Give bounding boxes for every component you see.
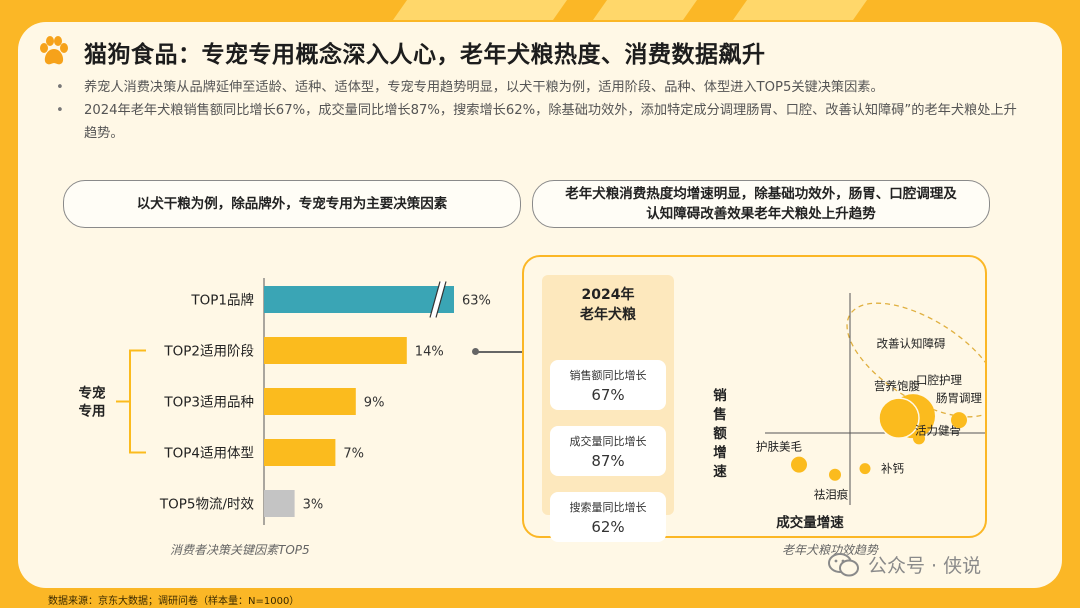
bar-chart-caption: 消费者决策关键因素TOP5 [170, 543, 310, 557]
bar [264, 490, 295, 517]
stat-value: 67% [591, 386, 625, 404]
scatter-point-label: 护肤美毛 [756, 440, 802, 454]
bullet-item: 2024年老年犬粮销售额同比增长67%，成交量同比增长87%，搜索增长62%，除… [54, 99, 1024, 145]
scatter-y-label: 增 [713, 444, 727, 461]
highlight-ellipse [846, 302, 985, 418]
axis-break-mark [429, 281, 441, 318]
axis-break-mark [435, 281, 447, 318]
bar-value-label: 3% [303, 498, 324, 513]
watermark-text: 公众号 · 侠说 [868, 555, 982, 577]
decision-factors-bar-chart: TOP1品牌 63% TOP2适用阶段 14% TOP3适用品种 9% TOP4适用体型 7%… [79, 278, 491, 525]
page-title: 猫狗食品：专宠专用概念深入人心，老年犬粮热度、消费数据飙升 [84, 42, 766, 68]
stat-label: 搜索量同比增长 [569, 501, 647, 514]
stats-title-product: 老年犬粮 [580, 307, 636, 323]
scatter-y-label: 售 [712, 406, 727, 423]
axis-break-mark [430, 280, 446, 319]
right-summary-line1: 老年犬粮消费热度均增速明显，除基础功效外，肠胃、口腔调理及 [565, 186, 957, 202]
stats-title: 2024年 老年犬粮 [542, 285, 674, 325]
bar-category-label: TOP1品牌 [190, 292, 254, 309]
watermark: 公众号 · 侠说 [828, 551, 981, 578]
stat-value: 62% [591, 518, 625, 536]
scatter-point-label: 肠胃调理 [936, 391, 982, 405]
scatter-point-label: 营养饱腹 [874, 379, 920, 393]
connector-dot [472, 348, 479, 355]
decor-stripe [392, 0, 568, 20]
bracket-label: 专宠 [79, 385, 106, 402]
wechat-icon [828, 552, 859, 576]
decor-stripe [732, 0, 868, 20]
scatter-point [878, 397, 920, 439]
bar [264, 388, 356, 415]
scatter-point-label: 祛泪痕 [814, 488, 849, 502]
scatter-y-label: 额 [713, 425, 727, 442]
data-source: 数据来源：京东大数据；调研问卷（样本量：N=1000） [48, 596, 300, 607]
stats-title-year: 2024年 [581, 287, 635, 303]
bar [264, 439, 336, 466]
bar-category-label: TOP2适用阶段 [163, 344, 254, 360]
scatter-point [913, 432, 925, 445]
scatter-point [791, 456, 807, 473]
bracket-label: 专用 [79, 403, 106, 420]
bracket [116, 349, 146, 454]
scatter-caption: 老年犬粮功效趋势 [782, 543, 879, 557]
stat-card: 销售额同比增长 67% [550, 360, 666, 410]
bullet-list: 养宠人消费决策从品牌延伸至适龄、适种、适体型，专宠专用趋势明显，以犬干粮为例，适… [54, 76, 1024, 145]
bar [264, 286, 454, 313]
left-summary-pill: 以犬干粮为例，除品牌外，专宠专用为主要决策因素 [63, 180, 521, 228]
scatter-y-label: 速 [713, 463, 727, 480]
scatter-x-label: 成交量增速 [776, 514, 844, 531]
left-summary-text: 以犬干粮为例，除品牌外，专宠专用为主要决策因素 [136, 196, 448, 212]
decor-stripe [592, 0, 698, 20]
bar-value-label: 14% [415, 345, 444, 360]
bar-value-label: 9% [364, 396, 385, 411]
stat-card: 成交量同比增长 87% [550, 426, 666, 476]
bullet-item: 养宠人消费决策从品牌延伸至适龄、适种、适体型，专宠专用趋势明显，以犬干粮为例，适… [54, 76, 1024, 99]
bar [264, 337, 407, 364]
right-summary-line2: 认知障碍改善效果老年犬粮处上升趋势 [646, 206, 876, 222]
bar-value-label: 7% [343, 447, 364, 462]
scatter-point-label: 活力健骨 [915, 423, 961, 437]
stat-label: 销售额同比增长 [569, 369, 647, 382]
scatter-y-label: 销 [713, 387, 727, 404]
title-row: 猫狗食品：专宠专用概念深入人心，老年犬粮热度、消费数据飙升 [36, 34, 766, 70]
right-summary-pill: 老年犬粮消费热度均增速明显，除基础功效外，肠胃、口腔调理及 认知障碍改善效果老年… [532, 180, 990, 228]
stats-box: 2024年 老年犬粮 销售额同比增长 67% 成交量同比增长 87% 搜索量同比… [542, 275, 674, 542]
stat-card: 搜索量同比增长 62% [550, 492, 666, 542]
bar-category-label: TOP5物流/时效 [159, 497, 255, 513]
connector-line [476, 351, 522, 353]
scatter-point-label: 改善认知障碍 [877, 336, 946, 350]
scatter-point [829, 468, 841, 481]
scatter-point-label: 补钙 [881, 462, 904, 476]
bar-category-label: TOP3适用品种 [163, 395, 254, 411]
bar-category-label: TOP4适用体型 [163, 446, 254, 462]
bar-value-label: 63% [462, 294, 491, 309]
stat-value: 87% [591, 452, 625, 470]
scatter-point [951, 412, 967, 429]
stat-label: 成交量同比增长 [569, 435, 647, 448]
paw-icon [40, 36, 68, 65]
scatter-point-label: 口腔护理 [916, 373, 962, 387]
scatter-point [859, 463, 871, 475]
